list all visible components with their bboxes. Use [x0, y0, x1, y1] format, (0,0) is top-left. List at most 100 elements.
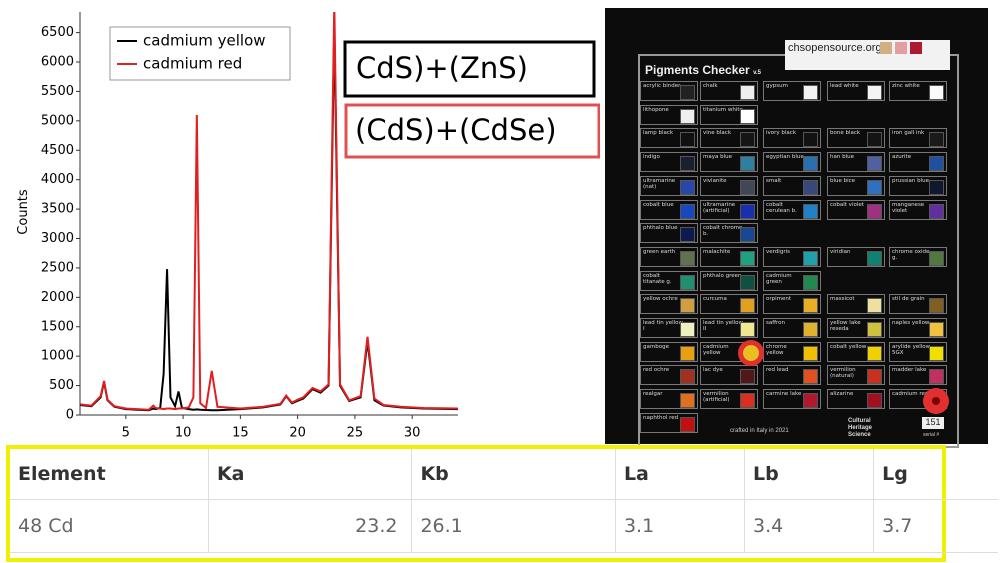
- pigment-swatch: [740, 274, 755, 290]
- y-tick-label: 6500: [41, 25, 74, 40]
- pigment-swatch: [740, 369, 755, 385]
- pigment-swatch: [929, 179, 944, 195]
- y-tick-label: 6000: [41, 55, 74, 70]
- pigment-name: green earth: [643, 248, 676, 255]
- pigment-swatch: [680, 322, 695, 337]
- annotation: CdS)+(ZnS): [356, 51, 528, 85]
- pigment-name: alizarine: [830, 391, 854, 398]
- pigment-name: lead tin yellow II: [703, 320, 743, 332]
- pigment-name: indigo: [643, 154, 660, 161]
- pigment-cell: massicot: [827, 294, 885, 315]
- pigment-name: blue bice: [830, 177, 856, 184]
- checker-title: Pigments Checker v.5: [645, 63, 761, 77]
- pigment-cell: naples yellow: [889, 318, 947, 338]
- logo-text: Cultural Heritage Science: [848, 418, 873, 438]
- table-cell: 23.2: [207, 499, 412, 553]
- legend-label: cadmium red: [143, 55, 242, 73]
- pigment-cell: cadmium green: [763, 270, 821, 291]
- pigment-swatch: [867, 179, 882, 195]
- pigment-cell: maya blue: [700, 152, 758, 173]
- table-cell: 48 Cd: [10, 499, 209, 553]
- pigment-name: naples yellow: [892, 320, 930, 326]
- pigment-swatch: [867, 369, 882, 385]
- x-tick-label: 25: [347, 426, 364, 441]
- pigment-swatch: [867, 393, 882, 409]
- pigment-swatch: [929, 85, 944, 100]
- pigment-name: vivianite: [703, 177, 727, 184]
- pigment-swatch: [867, 345, 882, 361]
- pigment-swatch: [680, 345, 695, 361]
- pigment-cell: acrylic binder: [640, 81, 698, 101]
- y-tick-label: 2000: [41, 290, 74, 305]
- pigment-cell: cobalt cerulean b.: [763, 199, 821, 220]
- annotation-box: [343, 40, 596, 98]
- pigment-name: cobalt cerulean b.: [766, 201, 797, 214]
- pigment-swatch: [929, 369, 944, 385]
- table-cell: 3.1: [614, 499, 745, 553]
- pigment-cell: viridian: [827, 246, 885, 267]
- y-tick-label: 1500: [41, 319, 74, 334]
- pigment-cell: blue bice: [827, 175, 885, 196]
- pigment-swatch: [740, 393, 755, 409]
- pigment-name: ivory black: [766, 130, 797, 137]
- pigment-name: orpiment: [766, 296, 792, 303]
- color-card: chsopensource.org: [785, 40, 950, 70]
- pigment-cell: phthalo blue: [640, 223, 698, 244]
- pigment-cell: carmine lake: [763, 389, 821, 410]
- serial: 151: [922, 417, 944, 429]
- pigment-cell: cobalt chrome b.: [700, 223, 758, 244]
- annotation: (CdS)+(CdSe): [355, 113, 557, 147]
- pigment-swatch: [803, 298, 818, 314]
- pigment-cell: egyptian blue: [763, 152, 821, 173]
- pigment-swatch: [929, 322, 944, 337]
- pigment-cell: titanium white: [700, 104, 758, 125]
- pigment-cell: iron gall ink: [889, 128, 947, 149]
- column-header: Lg: [873, 449, 998, 500]
- serial-label: serial #: [923, 432, 940, 438]
- pigments-checker-photo: Pigments Checker v.5 chsopensource.org a…: [605, 8, 988, 448]
- pigment-swatch: [740, 179, 755, 195]
- pigment-name: egyptian blue: [766, 154, 804, 161]
- pigment-name: prussian blue: [892, 177, 929, 184]
- y-tick-label: 5500: [41, 84, 74, 99]
- pigment-cell: vermilion (artificial): [700, 389, 758, 410]
- pigment-name: vermilion (artificial): [703, 391, 730, 404]
- pigment-swatch: [680, 227, 695, 243]
- pigment-cell: alizarine: [827, 389, 885, 410]
- pigment-name: acrylic binder: [643, 83, 681, 89]
- pigment-name: phthalo green: [703, 272, 742, 279]
- pigment-name: lead white: [830, 83, 859, 89]
- pigment-name: naphthol red: [643, 414, 679, 421]
- pigment-name: carmine lake: [766, 391, 802, 398]
- table-row: 48 Cd 23.2 26.1 3.1 3.4 3.7: [10, 499, 998, 553]
- x-tick-label: 10: [175, 426, 192, 441]
- pigment-cell: ultramarine (nat): [640, 175, 698, 196]
- pigment-swatch: [867, 203, 882, 219]
- pigment-cell: verdigris: [763, 246, 821, 267]
- table-cell: 3.4: [744, 499, 874, 553]
- pigment-name: han blue: [830, 154, 854, 161]
- table-cell: 26.1: [411, 499, 616, 553]
- pigment-cell: stil de grain: [889, 294, 947, 315]
- pigment-swatch: [680, 274, 695, 290]
- pigment-swatch: [740, 108, 755, 124]
- pigment-cell: ultramarine (artificial): [700, 199, 758, 220]
- pigment-swatch: [803, 369, 818, 385]
- y-tick-label: 5000: [41, 113, 74, 128]
- column-header: Element: [10, 449, 209, 500]
- pigment-name: yellow ochre: [643, 296, 678, 303]
- pigment-name: zinc white: [892, 83, 920, 89]
- pigment-swatch: [740, 227, 755, 243]
- pigment-cell: red lead: [763, 365, 821, 386]
- marker: [923, 388, 949, 414]
- pigment-name: chalk: [703, 83, 718, 89]
- pigment-name: bone black: [830, 130, 861, 137]
- pigment-cell: green earth: [640, 246, 698, 267]
- pigment-swatch: [929, 250, 944, 266]
- pigment-swatch: [867, 250, 882, 266]
- pigment-swatch: [740, 250, 755, 266]
- pigment-swatch: [740, 132, 755, 148]
- pigment-cell: realgar: [640, 389, 698, 410]
- pigment-swatch: [929, 203, 944, 219]
